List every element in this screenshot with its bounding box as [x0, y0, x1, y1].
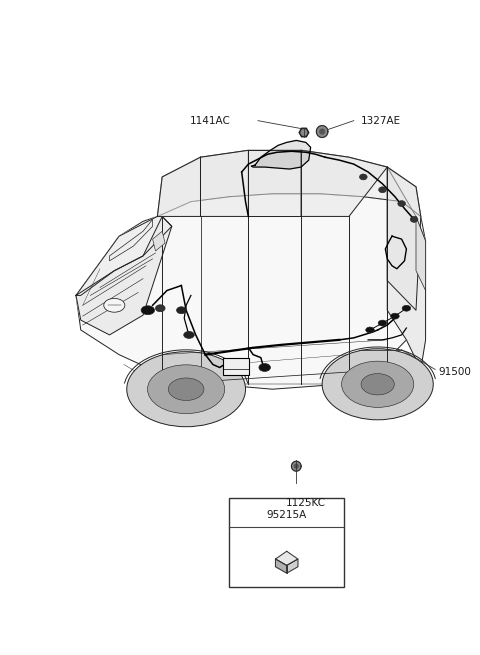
Polygon shape [276, 559, 287, 573]
Ellipse shape [141, 306, 155, 314]
Polygon shape [251, 140, 311, 169]
Polygon shape [157, 150, 421, 216]
Ellipse shape [322, 348, 433, 420]
Polygon shape [387, 167, 421, 310]
Text: 95215A: 95215A [266, 510, 307, 519]
Ellipse shape [168, 378, 204, 400]
Polygon shape [301, 130, 307, 135]
Ellipse shape [342, 361, 414, 407]
Polygon shape [76, 216, 172, 335]
Polygon shape [157, 157, 201, 216]
Ellipse shape [360, 174, 367, 180]
Ellipse shape [366, 327, 374, 333]
Ellipse shape [410, 216, 418, 222]
Bar [229, 498, 344, 587]
Polygon shape [109, 219, 153, 261]
Polygon shape [316, 126, 328, 138]
Polygon shape [276, 552, 298, 565]
Polygon shape [416, 216, 426, 290]
Ellipse shape [127, 352, 245, 426]
Ellipse shape [361, 373, 395, 395]
Text: 1327AE: 1327AE [360, 116, 401, 126]
Ellipse shape [184, 331, 194, 339]
Polygon shape [301, 150, 387, 216]
Ellipse shape [156, 305, 165, 312]
Polygon shape [299, 128, 309, 137]
Polygon shape [320, 129, 324, 134]
Polygon shape [287, 559, 298, 573]
Polygon shape [387, 167, 426, 369]
Ellipse shape [177, 307, 186, 314]
Ellipse shape [378, 320, 387, 326]
Text: 1141AC: 1141AC [190, 116, 231, 126]
Polygon shape [153, 231, 165, 251]
Ellipse shape [147, 365, 225, 413]
Polygon shape [248, 150, 301, 216]
Text: 91500: 91500 [438, 367, 471, 377]
Polygon shape [291, 461, 301, 471]
Ellipse shape [379, 187, 386, 193]
Bar [223, 358, 249, 375]
Polygon shape [201, 150, 248, 216]
Ellipse shape [398, 200, 406, 206]
Ellipse shape [402, 305, 411, 311]
Polygon shape [76, 194, 426, 389]
Ellipse shape [259, 364, 270, 371]
Text: 1125KC: 1125KC [286, 498, 326, 508]
Polygon shape [294, 464, 298, 468]
Ellipse shape [391, 313, 399, 319]
Ellipse shape [104, 299, 125, 312]
Polygon shape [76, 216, 172, 295]
